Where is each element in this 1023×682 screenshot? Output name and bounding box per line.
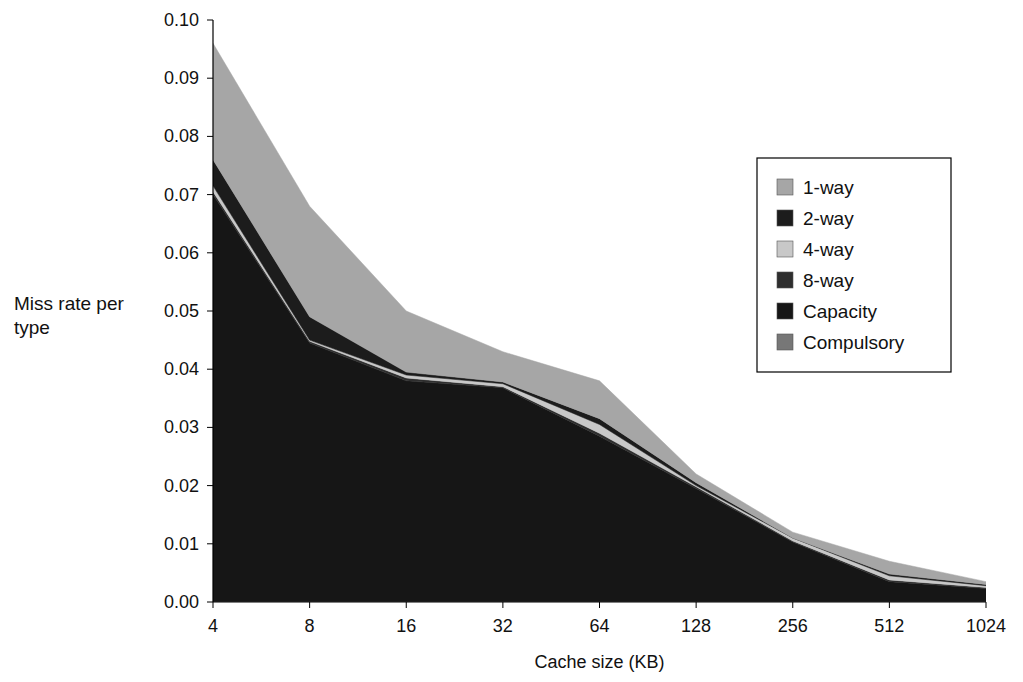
x-tick-label: 32 [493,616,513,636]
legend-swatch [777,210,793,226]
y-tick [207,194,213,195]
y-tick-label: 0.00 [164,592,199,612]
y-tick [207,369,213,370]
x-tick-label: 8 [305,616,315,636]
y-tick-label: 0.04 [164,359,199,379]
x-tick [792,602,793,608]
y-tick-label: 0.06 [164,243,199,263]
x-tick [406,602,407,608]
y-tick [207,427,213,428]
y-tick [207,602,213,603]
y-tick [207,311,213,312]
legend-label: 1-way [803,177,854,198]
x-tick [502,602,503,608]
x-axis-label: Cache size (KB) [534,652,664,672]
legend-swatch [777,303,793,319]
chart: 0.00 0.01 0.02 0.03 0.04 0.05 0.06 0.07 0.08 0.09… [0,0,1023,682]
x-tick-label: 256 [778,616,808,636]
legend-label: Capacity [803,301,877,322]
y-tick [207,20,213,21]
x-tick [889,602,890,608]
y-tick-label: 0.07 [164,185,199,205]
legend-label: 4-way [803,239,854,260]
y-tick [207,485,213,486]
x-tick [309,602,310,608]
legend-swatch [777,179,793,195]
x-tick [696,602,697,608]
legend-box [757,158,951,372]
y-tick-label: 0.05 [164,301,199,321]
legend-swatch [777,334,793,350]
x-tick-label: 64 [589,616,609,636]
legend-swatch [777,272,793,288]
x-tick [986,602,987,608]
x-tick [599,602,600,608]
legend-label: 2-way [803,208,854,229]
y-tick [207,543,213,544]
legend-label: Compulsory [803,332,905,353]
legend-label: 8-way [803,270,854,291]
y-tick-label: 0.02 [164,476,199,496]
y-tick [207,252,213,253]
y-tick-label: 0.10 [164,10,199,30]
y-tick-label: 0.03 [164,417,199,437]
legend-swatch [777,241,793,257]
x-tick-label: 16 [396,616,416,636]
x-tick [213,602,214,608]
x-tick-label: 4 [208,616,218,636]
area [213,43,986,584]
plot-area [213,43,986,602]
y-tick-label: 0.01 [164,534,199,554]
x-tick-label: 128 [681,616,711,636]
x-tick-label: 512 [874,616,904,636]
y-tick [207,136,213,137]
y-tick-label: 0.08 [164,126,199,146]
y-tick [207,78,213,79]
x-tick-label: 1024 [966,616,1006,636]
y-tick-label: 0.09 [164,68,199,88]
y-axis-label: Miss rate per type [14,292,134,340]
